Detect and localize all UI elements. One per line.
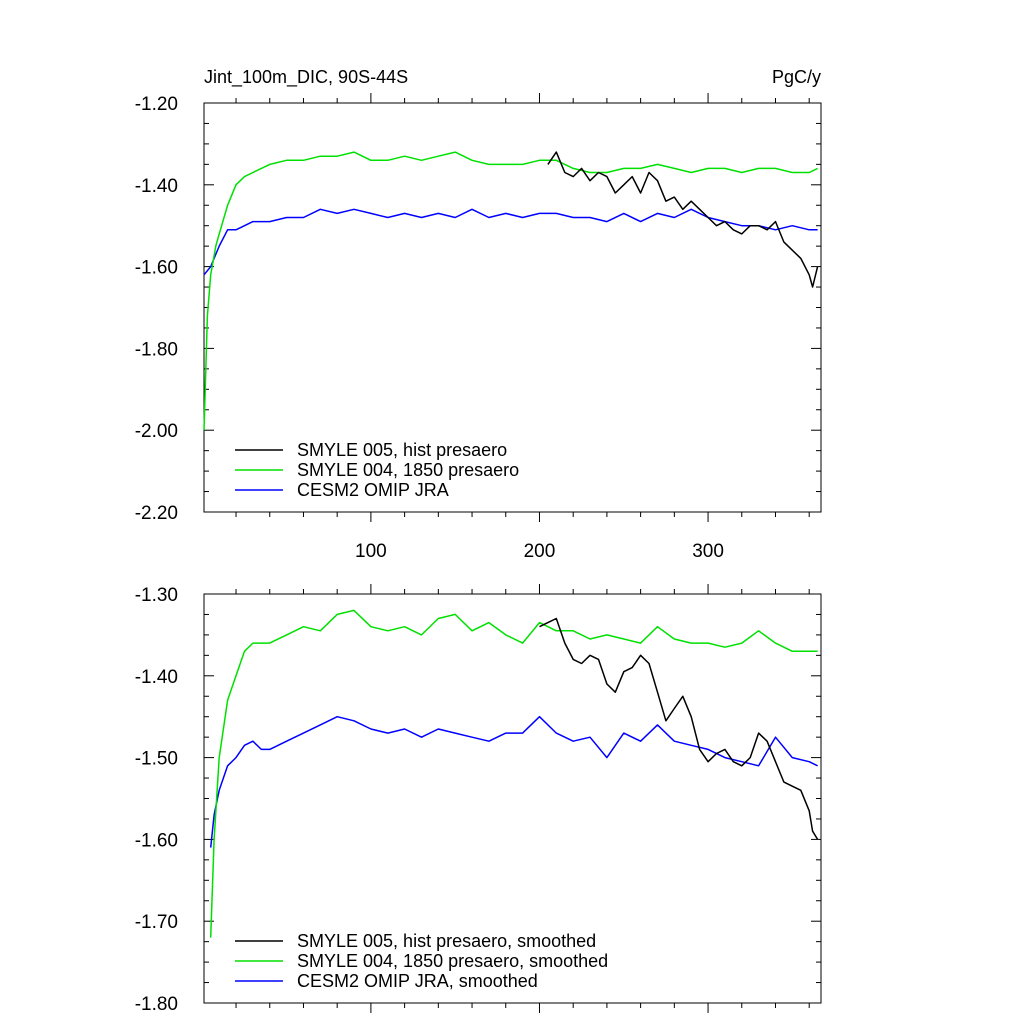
y-tick-label: -1.60 bbox=[135, 258, 178, 279]
series-line bbox=[209, 715, 818, 848]
legend-label: SMYLE 005, hist presaero, smoothed bbox=[297, 931, 596, 951]
legend-label: CESM2 OMIP JRA, smoothed bbox=[297, 971, 538, 991]
y-tick-label: -1.60 bbox=[135, 830, 178, 851]
legend-label: SMYLE 005, hist presaero bbox=[297, 440, 507, 460]
y-tick-label: -1.40 bbox=[135, 667, 178, 688]
y-tick-label: -1.80 bbox=[135, 339, 178, 360]
y-tick-label: -2.00 bbox=[135, 421, 178, 442]
y-tick-label: -1.40 bbox=[135, 176, 178, 197]
series-line bbox=[547, 151, 819, 288]
y-tick-label: -1.70 bbox=[135, 912, 178, 933]
chart-title: Jint_100m_DIC, 90S-44S bbox=[204, 67, 408, 88]
series-line bbox=[203, 208, 818, 276]
series-line bbox=[203, 151, 818, 431]
x-tick-label: 200 bbox=[524, 541, 556, 562]
y-tick-label: -1.20 bbox=[135, 94, 178, 115]
series-line bbox=[209, 609, 818, 938]
y-tick-label: -1.50 bbox=[135, 749, 178, 770]
legend-label: CESM2 OMIP JRA bbox=[297, 480, 449, 500]
chart-units: PgC/y bbox=[772, 67, 821, 87]
axes-bottom: -1.80 -1.70 -1.60 -1.50 -1.40 -1.30 bbox=[135, 584, 821, 1015]
legend-label: SMYLE 004, 1850 presaero, smoothed bbox=[297, 951, 608, 971]
y-tick-label: -2.20 bbox=[135, 503, 178, 524]
y-tick-label: -1.80 bbox=[135, 994, 178, 1015]
y-tick-label: -1.30 bbox=[135, 585, 178, 606]
series-line bbox=[539, 617, 819, 840]
top-panel: Jint_100m_DIC, 90S-44S PgC/y -2.20-2.00-… bbox=[135, 67, 822, 562]
series-bottom bbox=[209, 609, 819, 938]
series-top bbox=[203, 151, 819, 431]
x-tick-label: 100 bbox=[355, 541, 387, 562]
axes-top: -2.20 -2.00 -1.80 -1.60 -1.40 -1.20 100 200 300 bbox=[135, 93, 821, 562]
bottom-panel: -1.80 -1.70 -1.60 -1.50 -1.40 -1.30 SMYLE 005… bbox=[135, 584, 822, 1015]
legend-bottom: SMYLE 005, hist presaero, smoothedSMYLE … bbox=[235, 931, 608, 991]
legend-label: SMYLE 004, 1850 presaero bbox=[297, 460, 519, 480]
x-tick-label: 300 bbox=[692, 541, 724, 562]
